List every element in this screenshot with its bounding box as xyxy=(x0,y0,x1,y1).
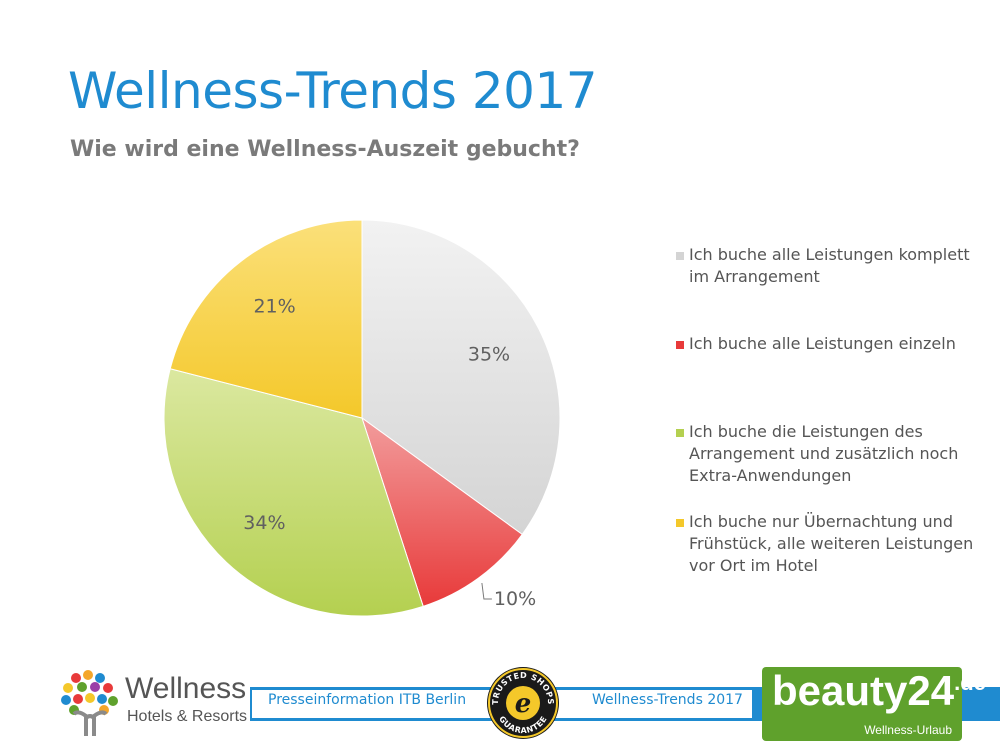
legend-label: Ich buche alle Leistungen komplett im Ar… xyxy=(689,245,970,286)
footer-press-label: Presseinformation ITB Berlin xyxy=(268,692,467,708)
slice-uebernachtung xyxy=(169,219,363,419)
slice-einzeln xyxy=(361,416,523,607)
legend-label: Ich buche alle Leistungen einzeln xyxy=(689,334,956,353)
beauty24-wordmark: beauty24.de xyxy=(772,667,986,715)
tree-logo-icon xyxy=(61,670,118,736)
data-label-uebernachtung: 21% xyxy=(253,295,295,317)
slice-komplett xyxy=(361,219,561,536)
legend-label: Ich buche nur Übernachtung und Frühstück… xyxy=(689,512,974,575)
pie-chart: 35% 10% 34% 21% xyxy=(163,219,561,617)
wellness-hotels-logo: Wellness Hotels & Resorts xyxy=(0,660,250,750)
legend-swatch-yellow xyxy=(676,519,684,527)
page-title: Wellness-Trends 2017 xyxy=(68,62,598,120)
footer-trend-label: Wellness-Trends 2017 xyxy=(592,692,743,708)
slice-extra xyxy=(163,368,424,617)
leader-line-einzeln xyxy=(481,582,492,600)
beauty24-sub: Wellness-Urlaub xyxy=(864,723,952,737)
wellness-sub: Hotels & Resorts xyxy=(127,708,248,725)
legend-swatch-red xyxy=(676,341,684,349)
trusted-shops-badge: e TRUSTED SHOPS GUARANTEE xyxy=(487,667,559,739)
beauty24-tld: .de xyxy=(954,670,986,695)
legend-label: Ich buche die Leistungen des Arrangement… xyxy=(689,422,959,485)
legend-swatch-green xyxy=(676,429,684,437)
data-label-komplett: 35% xyxy=(468,343,510,365)
page-subtitle: Wie wird eine Wellness-Auszeit gebucht? xyxy=(70,137,580,162)
data-label-extra: 34% xyxy=(243,512,285,534)
legend-swatch-grey xyxy=(676,252,684,260)
beauty24-name: beauty24 xyxy=(772,667,955,714)
wellness-word: Wellness xyxy=(125,672,247,705)
trusted-letter: e xyxy=(515,689,532,719)
data-label-einzeln: 10% xyxy=(494,588,536,610)
beauty24-logo: beauty24.de Wellness-Urlaub xyxy=(762,667,986,741)
